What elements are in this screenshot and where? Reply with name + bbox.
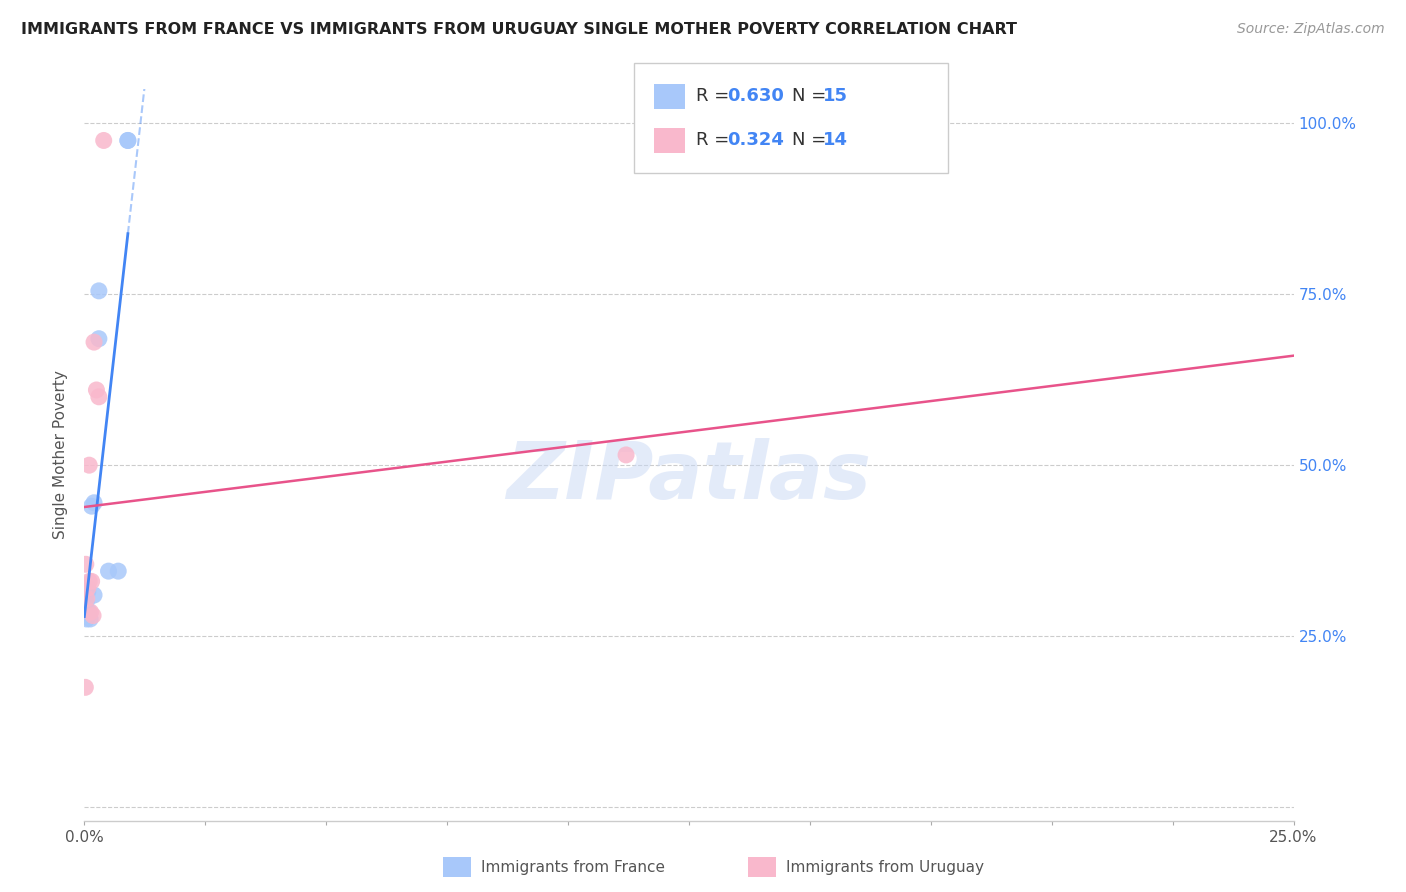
- Text: 15: 15: [823, 87, 848, 105]
- Point: [86, 383, 108, 397]
- Point: [79, 605, 101, 619]
- Point: [77, 605, 100, 619]
- Point: [107, 564, 129, 578]
- Text: R =: R =: [696, 131, 735, 149]
- Point: [93, 133, 115, 147]
- Point: [75, 595, 97, 609]
- Point: [77, 574, 100, 589]
- Point: [117, 133, 139, 147]
- Text: 0.324: 0.324: [727, 131, 783, 149]
- Y-axis label: Single Mother Poverty: Single Mother Poverty: [53, 370, 69, 540]
- Point: [82, 608, 104, 623]
- Point: [87, 332, 110, 346]
- Text: 0.630: 0.630: [727, 87, 783, 105]
- Point: [87, 284, 110, 298]
- Point: [75, 605, 97, 619]
- Text: N =: N =: [792, 131, 831, 149]
- Point: [76, 581, 98, 595]
- Text: Immigrants from Uruguay: Immigrants from Uruguay: [786, 860, 984, 874]
- Point: [79, 612, 101, 626]
- Text: N =: N =: [792, 87, 831, 105]
- Point: [83, 335, 105, 350]
- Point: [75, 558, 97, 572]
- Point: [77, 458, 100, 472]
- Point: [75, 681, 97, 695]
- Text: 14: 14: [823, 131, 848, 149]
- Text: Source: ZipAtlas.com: Source: ZipAtlas.com: [1237, 22, 1385, 37]
- Text: IMMIGRANTS FROM FRANCE VS IMMIGRANTS FROM URUGUAY SINGLE MOTHER POVERTY CORRELAT: IMMIGRANTS FROM FRANCE VS IMMIGRANTS FRO…: [21, 22, 1017, 37]
- Point: [614, 448, 637, 462]
- Point: [76, 612, 98, 626]
- Text: Immigrants from France: Immigrants from France: [481, 860, 665, 874]
- Point: [83, 588, 105, 602]
- Point: [80, 574, 103, 589]
- Text: ZIPatlas: ZIPatlas: [506, 438, 872, 516]
- Text: R =: R =: [696, 87, 735, 105]
- Point: [83, 496, 105, 510]
- Point: [76, 584, 98, 599]
- Point: [97, 564, 120, 578]
- Point: [87, 390, 110, 404]
- Point: [76, 591, 98, 606]
- Point: [80, 499, 103, 513]
- Point: [117, 133, 139, 147]
